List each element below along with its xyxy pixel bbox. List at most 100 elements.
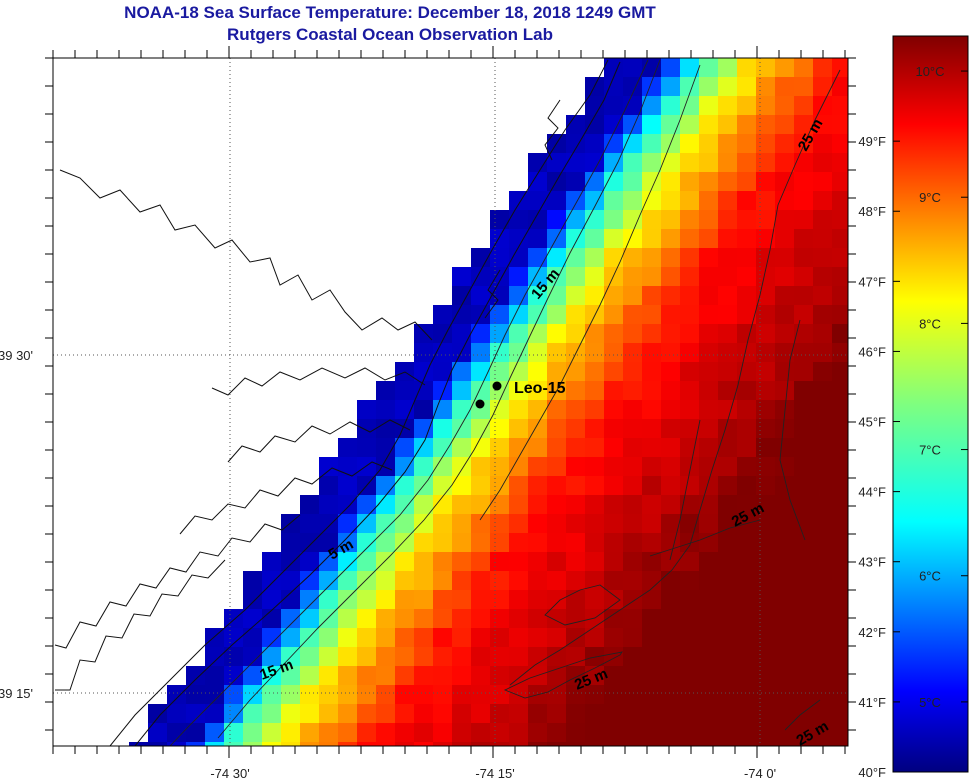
station-leo15[interactable]: Leo-15 — [475, 380, 566, 409]
colorbar-c-label: 8°C — [919, 316, 941, 331]
sst-cell — [319, 476, 339, 496]
sst-cell — [718, 685, 738, 705]
sst-cell — [661, 628, 681, 648]
sst-cell — [604, 77, 624, 97]
sst-cell — [680, 172, 700, 192]
sst-cell — [528, 229, 548, 249]
sst-cell — [319, 457, 339, 477]
sst-cell — [661, 495, 681, 515]
sst-cell — [813, 609, 833, 629]
sst-cell — [319, 647, 339, 667]
sst-cell — [832, 96, 848, 116]
sst-cell — [623, 324, 643, 344]
sst-cell — [585, 723, 605, 743]
sst-cell — [167, 685, 187, 705]
sst-cell — [813, 742, 833, 746]
sst-cell — [775, 305, 795, 325]
sst-cell — [604, 229, 624, 249]
sst-cell — [566, 552, 586, 572]
sst-cell — [604, 590, 624, 610]
sst-cell — [414, 362, 434, 382]
sst-cell — [718, 533, 738, 553]
sst-cell — [775, 438, 795, 458]
sst-cell — [205, 685, 225, 705]
sst-cell — [262, 609, 282, 629]
lat-label-1: 39 30' — [0, 348, 33, 363]
sst-cell — [338, 590, 358, 610]
sst-cell — [661, 267, 681, 287]
sst-cell — [604, 647, 624, 667]
sst-cell — [528, 704, 548, 724]
sst-cell — [604, 609, 624, 629]
sst-cell — [737, 666, 757, 686]
sst-cell — [452, 286, 472, 306]
sst-cell — [243, 723, 263, 743]
sst-cell — [813, 343, 833, 363]
sst-cell — [319, 533, 339, 553]
sst-cell — [490, 723, 510, 743]
sst-cell — [737, 172, 757, 192]
sst-cell — [661, 704, 681, 724]
sst-cell — [414, 628, 434, 648]
sst-cell — [642, 324, 662, 344]
sst-cell — [642, 343, 662, 363]
sst-cell — [585, 742, 605, 746]
sst-cell — [699, 286, 719, 306]
sst-cell — [737, 495, 757, 515]
sst-cell — [509, 248, 529, 268]
sst-cell — [737, 229, 757, 249]
sst-cell — [471, 457, 491, 477]
sst-cell — [547, 628, 567, 648]
sst-cell — [794, 590, 814, 610]
sst-cell — [452, 666, 472, 686]
sst-cell — [661, 96, 681, 116]
sst-cell — [338, 495, 358, 515]
sst-cell — [433, 666, 453, 686]
sst-cell — [813, 476, 833, 496]
sst-cell — [775, 286, 795, 306]
sst-cell — [547, 495, 567, 515]
sst-cell — [642, 96, 662, 116]
axis-ticks — [45, 46, 856, 758]
sst-cell — [604, 742, 624, 746]
sst-cell — [699, 685, 719, 705]
sst-cell — [319, 685, 339, 705]
sst-cell — [642, 210, 662, 230]
sst-cell — [262, 628, 282, 648]
sst-cell — [566, 191, 586, 211]
sst-cell — [452, 438, 472, 458]
sst-cell — [699, 58, 719, 78]
sst-cell — [376, 628, 396, 648]
sst-cell — [490, 742, 510, 746]
colorbar-f-label: 43°F — [858, 555, 886, 570]
sst-cell — [566, 134, 586, 154]
sst-cell — [775, 742, 795, 746]
sst-cell — [471, 324, 491, 344]
sst-cell — [414, 685, 434, 705]
sst-cell — [775, 685, 795, 705]
sst-cell — [167, 723, 187, 743]
sst-cell — [680, 571, 700, 591]
sst-cell — [794, 210, 814, 230]
sst-cell — [794, 77, 814, 97]
sst-cell — [490, 666, 510, 686]
sst-cell — [604, 628, 624, 648]
sst-cell — [528, 476, 548, 496]
sst-cell — [642, 666, 662, 686]
sst-cell — [775, 552, 795, 572]
sst-cell — [585, 96, 605, 116]
sst-cell — [585, 533, 605, 553]
sst-cell — [642, 514, 662, 534]
sst-cell — [547, 552, 567, 572]
colorbar-f-labels: 49°F 48°F 47°F 46°F 45°F 44°F 43°F 42°F 41°F 40°F — [858, 134, 886, 780]
sst-cell — [642, 628, 662, 648]
sst-cell — [813, 267, 833, 287]
sst-cell — [357, 647, 377, 667]
sst-cell — [604, 495, 624, 515]
sst-cell — [300, 514, 320, 534]
sst-cell — [509, 381, 529, 401]
sst-cell — [338, 609, 358, 629]
sst-cell — [433, 628, 453, 648]
sst-cell — [224, 742, 244, 746]
